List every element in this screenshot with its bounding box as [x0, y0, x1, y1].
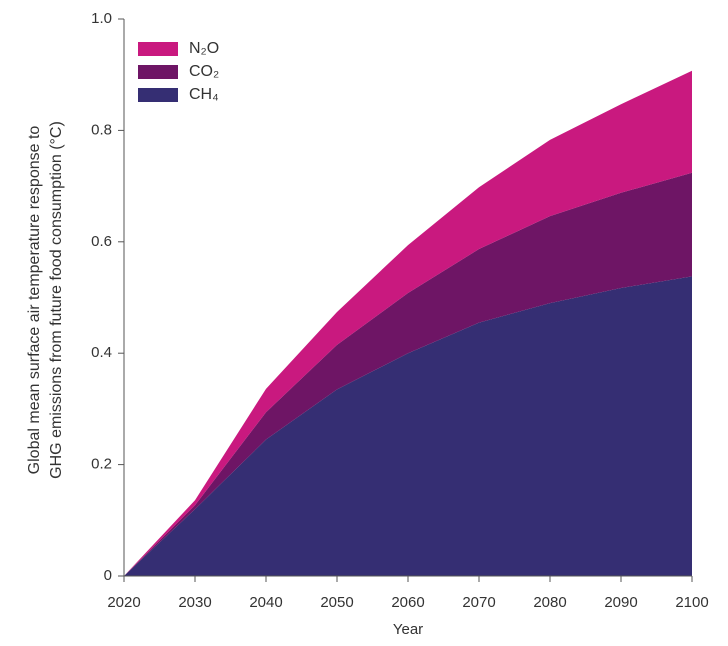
y-tick-label: 0.6	[91, 233, 112, 250]
legend-label: N₂O	[189, 40, 219, 57]
legend-swatch	[138, 88, 178, 102]
y-tick-label: 1.0	[91, 10, 112, 27]
y-tick-label: 0.2	[91, 456, 112, 473]
x-tick-label: 2080	[533, 594, 566, 611]
area	[124, 276, 692, 576]
legend-label: CH₄	[189, 86, 219, 103]
x-tick-label: 2050	[320, 594, 353, 611]
y-tick-label: 0	[104, 567, 112, 584]
x-tick-label: 2020	[107, 594, 140, 611]
y-axis-label: Global mean surface air temperature resp…	[26, 126, 43, 475]
x-tick-label: 2040	[249, 594, 282, 611]
x-tick-label: 2100	[675, 594, 708, 611]
x-tick-label: 2070	[462, 594, 495, 611]
y-tick-label: 0.8	[91, 121, 112, 138]
y-tick-label: 0.4	[91, 344, 112, 361]
x-tick-label: 2090	[604, 594, 637, 611]
area	[124, 172, 692, 576]
x-axis-label: Year	[393, 621, 423, 638]
legend-swatch	[138, 42, 178, 56]
x-tick-label: 2060	[391, 594, 424, 611]
legend-swatch	[138, 65, 178, 79]
x-tick-label: 2030	[178, 594, 211, 611]
area	[124, 70, 692, 577]
y-axis-label: GHG emissions from future food consumpti…	[48, 121, 65, 479]
legend-label: CO₂	[189, 63, 219, 80]
